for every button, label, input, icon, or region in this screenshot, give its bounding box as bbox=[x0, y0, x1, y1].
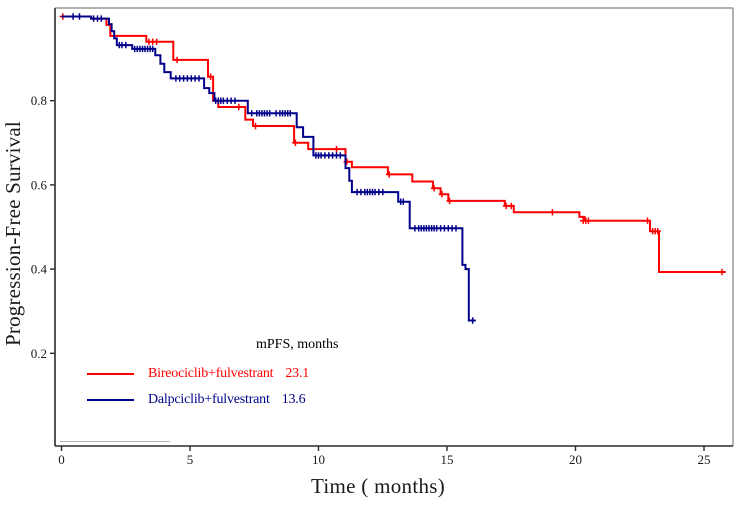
y-axis-title: Progression-Free Survival bbox=[1, 121, 25, 347]
x-tick-label: 0 bbox=[58, 452, 65, 467]
legend-median-value: 23.1 bbox=[285, 366, 310, 381]
x-axis-title: Time ( months) bbox=[310, 474, 446, 498]
bireociclib-censor-marks bbox=[59, 13, 726, 276]
y-tick-label: 0.8 bbox=[31, 93, 47, 108]
x-tick-label: 5 bbox=[187, 452, 194, 467]
bireociclib-line-swatch bbox=[87, 373, 134, 375]
dalpciclib-curve bbox=[61, 15, 476, 322]
y-axis-ticks: 0.2 0.4 0.6 0.8 bbox=[31, 93, 55, 361]
dalpciclib-line-swatch bbox=[87, 399, 134, 401]
x-tick-label: 15 bbox=[441, 452, 454, 467]
legend-label: Dalpciclib+fulvestrant bbox=[148, 392, 270, 407]
x-tick-label: 25 bbox=[698, 452, 711, 467]
x-axis-ticks: 0 5 10 15 20 25 bbox=[58, 446, 711, 467]
legend-header: mPFS, months bbox=[256, 337, 339, 352]
legend-median-value: 13.6 bbox=[281, 392, 306, 407]
y-tick-label: 0.6 bbox=[31, 177, 48, 192]
x-tick-label: 20 bbox=[569, 452, 582, 467]
x-tick-label: 10 bbox=[312, 452, 325, 467]
dalpciclib-censor-marks bbox=[69, 13, 476, 324]
y-tick-label: 0.2 bbox=[31, 346, 47, 361]
stray-gray-line bbox=[60, 441, 170, 442]
legend-item-dalpciclib: Dalpciclib+fulvestrant 13.6 bbox=[87, 392, 306, 408]
legend-item-bireociclib: Bireociclib+fulvestrant 23.1 bbox=[87, 366, 309, 382]
y-tick-label: 0.4 bbox=[31, 262, 48, 277]
legend-label: Bireociclib+fulvestrant bbox=[148, 366, 274, 381]
